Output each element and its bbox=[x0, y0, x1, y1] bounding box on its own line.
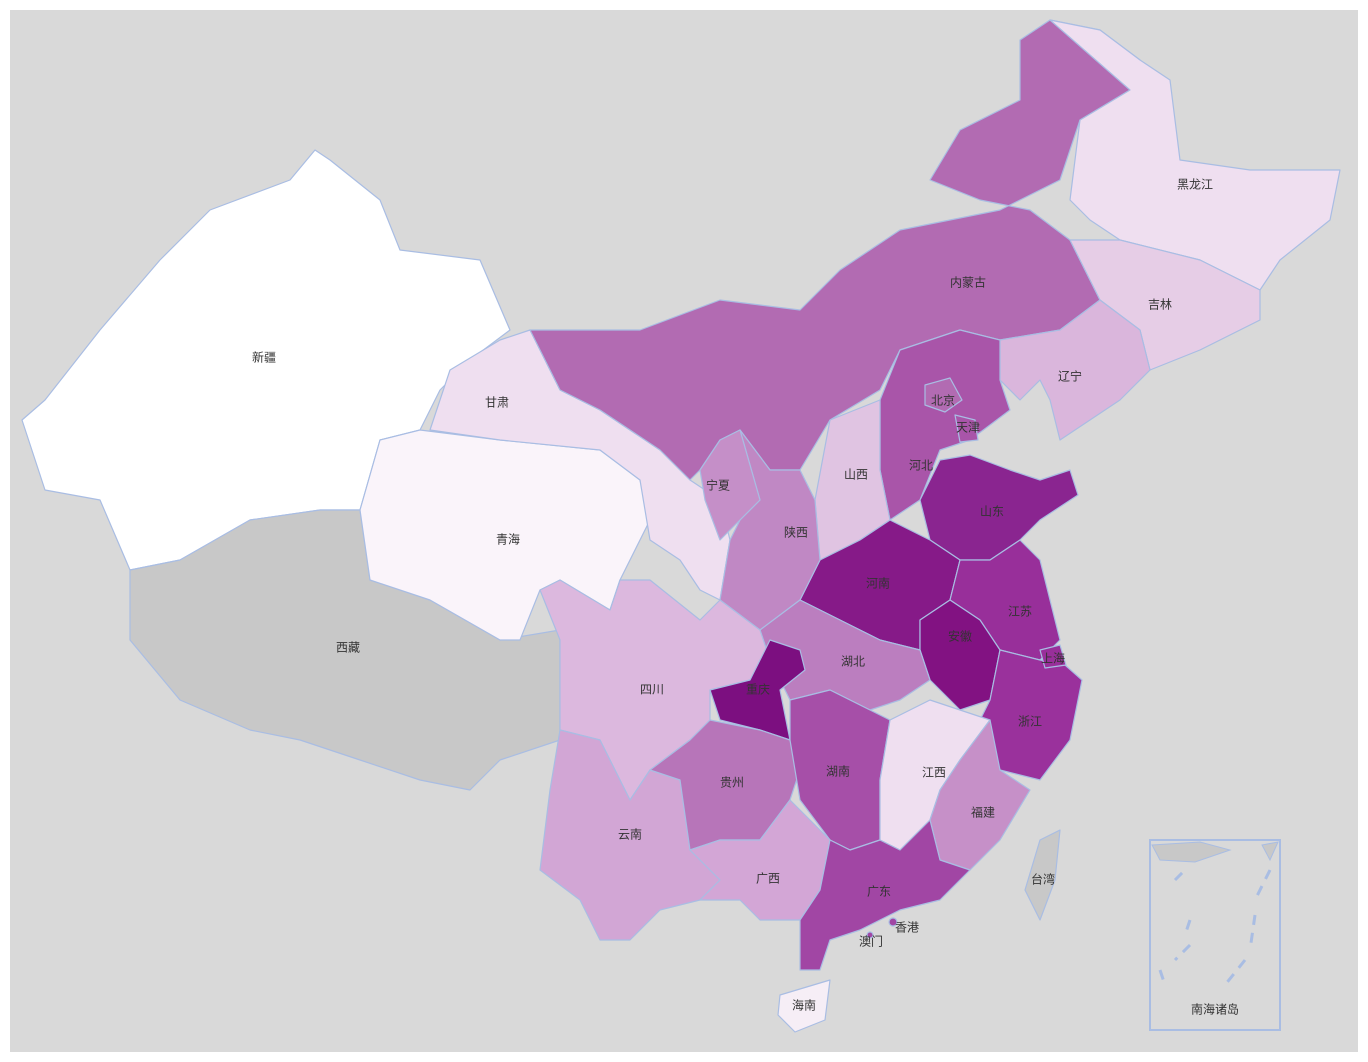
region-label: 江西 bbox=[922, 766, 946, 780]
region-label: 广东 bbox=[867, 885, 891, 899]
region bbox=[866, 931, 874, 939]
region-label: 上海 bbox=[1041, 651, 1065, 666]
region bbox=[649, 719, 801, 851]
region-label: 台湾 bbox=[1031, 872, 1055, 887]
region-label: 四川 bbox=[640, 683, 664, 697]
region-label: 甘肃 bbox=[485, 396, 509, 410]
region-label: 青海 bbox=[496, 532, 520, 547]
region-label: 安徽 bbox=[948, 629, 972, 644]
region bbox=[999, 299, 1151, 441]
region-label: 山西 bbox=[844, 468, 868, 482]
inset-label: 南海诸岛 bbox=[1191, 1002, 1239, 1017]
region-label: 新疆 bbox=[252, 350, 276, 365]
inset: 南海诸岛 bbox=[1149, 839, 1281, 1031]
region-label: 广西 bbox=[756, 872, 780, 886]
region-label: 湖南 bbox=[826, 764, 850, 779]
region-label: 浙江 bbox=[1018, 715, 1042, 729]
region bbox=[759, 599, 931, 711]
region bbox=[689, 799, 831, 921]
region-label: 澳门 bbox=[859, 934, 883, 949]
inset-land bbox=[1151, 841, 1279, 863]
region-label: 黑龙江 bbox=[1177, 178, 1213, 192]
region-label: 湖北 bbox=[841, 654, 865, 669]
region-label: 河北 bbox=[909, 459, 933, 473]
region-label: 辽宁 bbox=[1058, 369, 1082, 384]
region bbox=[1049, 19, 1341, 291]
region-label: 吉林 bbox=[1148, 298, 1172, 312]
region-label: 天津 bbox=[956, 421, 980, 435]
region-label: 海南 bbox=[792, 998, 816, 1013]
region-label: 贵州 bbox=[720, 776, 744, 790]
region bbox=[954, 414, 979, 443]
region-label: 内蒙古 bbox=[950, 275, 986, 290]
region-label: 云南 bbox=[618, 827, 642, 842]
region bbox=[799, 819, 971, 971]
region-label: 北京 bbox=[931, 394, 955, 408]
region bbox=[709, 639, 806, 741]
region-label: 西藏 bbox=[336, 641, 360, 655]
region-label: 福建 bbox=[971, 805, 995, 820]
inset-dashes bbox=[1158, 868, 1272, 986]
region-label: 重庆 bbox=[746, 683, 770, 697]
region bbox=[888, 917, 898, 927]
region-label: 江苏 bbox=[1008, 605, 1032, 619]
region bbox=[777, 979, 831, 1033]
region-label: 河南 bbox=[866, 576, 890, 591]
region-label: 山东 bbox=[980, 505, 1004, 519]
region bbox=[1024, 829, 1061, 921]
inset-frame bbox=[1149, 839, 1281, 1031]
region bbox=[699, 429, 761, 541]
region-label: 陕西 bbox=[784, 525, 808, 540]
region-label: 宁夏 bbox=[706, 478, 730, 493]
region bbox=[924, 377, 963, 413]
region bbox=[1039, 644, 1067, 669]
region-label: 香港 bbox=[895, 921, 919, 935]
